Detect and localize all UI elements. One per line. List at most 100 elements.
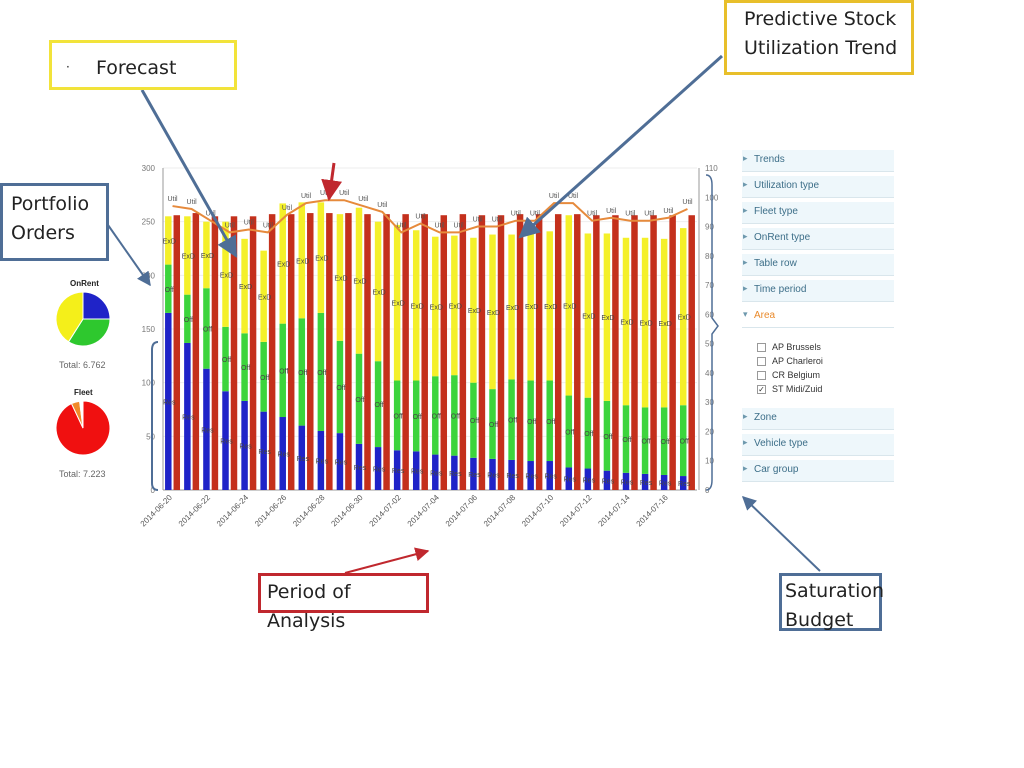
segment-label-off: Off <box>374 402 383 409</box>
bar-exd <box>393 224 401 381</box>
bar-exd <box>279 203 286 324</box>
area-option-ap-charleroi[interactable]: AP Charleroi <box>757 354 895 368</box>
pie-charts <box>55 291 111 456</box>
y-right-tick-label: 10 <box>705 457 714 466</box>
area-option-cr-belgium[interactable]: CR Belgium <box>757 368 895 382</box>
bar-stock <box>535 214 543 491</box>
bar-exd <box>470 237 477 383</box>
segment-label-off: Off <box>317 370 326 377</box>
bar-stock <box>631 215 638 490</box>
filter-fleet-type[interactable]: ▸ Fleet type <box>742 202 894 224</box>
chevron-right-icon: ▸ <box>743 257 748 267</box>
portfolio-orders-arrow <box>107 224 151 287</box>
segment-label-res: Res <box>468 472 481 479</box>
filter-trends[interactable]: ▸ Trends <box>742 150 894 172</box>
filter-zone[interactable]: ▸ Zone <box>742 408 894 430</box>
checkbox[interactable] <box>757 370 766 380</box>
period-analysis-callout-text: Period of Analysis <box>267 581 351 632</box>
bar-res <box>317 430 325 490</box>
x-tick-label: 2014-06-26 <box>253 493 289 529</box>
segment-label-exd: ExD <box>163 238 176 245</box>
left-brace <box>151 341 159 491</box>
util-label: Util <box>434 222 445 229</box>
filter-utilization-type[interactable]: ▸ Utilization type <box>742 176 894 198</box>
bar-off <box>355 353 363 444</box>
segment-label-off: Off <box>222 357 231 364</box>
predictive-trend-callout-text: Predictive Stock Utilization Trend <box>744 8 898 59</box>
area-options: AP Brussels AP Charleroi CR Belgium ✓ ST … <box>757 340 895 396</box>
checkbox[interactable] <box>757 342 766 352</box>
filter-table-row[interactable]: ▸ Table row <box>742 254 894 276</box>
bar-exd <box>641 237 649 408</box>
segment-label-off: Off <box>470 418 479 425</box>
segment-label-off: Off <box>203 326 212 333</box>
bar-off <box>489 389 496 459</box>
filter-area[interactable]: ▾ Area <box>742 306 894 328</box>
segment-label-res: Res <box>335 460 348 467</box>
util-label: Util <box>263 222 274 229</box>
segment-label-off: Off <box>260 375 269 382</box>
checkbox-checked[interactable]: ✓ <box>757 384 766 394</box>
segment-label-res: Res <box>392 468 405 475</box>
segment-label-res: Res <box>487 472 500 479</box>
segment-label-res: Res <box>220 439 233 446</box>
filter-time-period[interactable]: ▸ Time period <box>742 280 894 302</box>
segment-label-off: Off <box>413 414 422 421</box>
segment-label-exd: ExD <box>525 304 538 311</box>
filter-car-group[interactable]: ▸ Car group <box>742 460 894 482</box>
segment-label-res: Res <box>163 399 176 406</box>
util-label: Util <box>587 211 598 218</box>
segment-label-exd: ExD <box>639 321 652 328</box>
bar-exd <box>603 233 611 401</box>
bar-off <box>584 397 592 469</box>
bar-off <box>298 318 306 426</box>
bar-res <box>489 458 496 490</box>
checkbox[interactable] <box>757 356 766 366</box>
bar-stock <box>345 213 352 490</box>
y-left-tick-label: 300 <box>142 164 156 173</box>
bar-exd <box>679 228 687 406</box>
util-label: Util <box>663 208 674 215</box>
area-option-st-midi-zuid[interactable]: ✓ ST Midi/Zuid <box>757 384 823 394</box>
bar-res <box>603 470 611 490</box>
y-right-tick-label: 80 <box>705 252 714 261</box>
bar-exd <box>412 230 420 381</box>
bar-res <box>393 450 401 490</box>
filter-vehicle-type[interactable]: ▸ Vehicle type <box>742 434 894 456</box>
util-label: Util <box>339 190 350 197</box>
bar-off <box>508 379 515 460</box>
bar-res <box>679 476 687 490</box>
segment-label-res: Res <box>297 456 310 463</box>
bar-res <box>279 417 286 490</box>
util-label: Util <box>415 214 426 221</box>
segment-label-res: Res <box>411 469 424 476</box>
x-tick-label: 2014-07-06 <box>444 493 480 529</box>
bar-stock <box>516 214 524 491</box>
x-tick-label: 2014-07-04 <box>406 493 442 529</box>
bar-stock <box>669 215 676 490</box>
segment-label-exd: ExD <box>258 294 271 301</box>
area-option-ap-brussels[interactable]: AP Brussels <box>757 340 895 354</box>
bar-exd <box>660 238 668 408</box>
x-tick-label: 2014-07-10 <box>520 493 556 529</box>
bar-exd <box>184 216 191 295</box>
segment-label-off: Off <box>565 430 574 437</box>
bar-off <box>317 312 325 431</box>
segment-label-exd: ExD <box>201 253 214 260</box>
bar-res <box>584 468 592 490</box>
segment-label-exd: ExD <box>372 289 385 296</box>
bar-stock <box>459 214 467 491</box>
segment-label-res: Res <box>316 458 329 465</box>
segment-label-exd: ExD <box>334 275 347 282</box>
x-tick-label: 2014-06-24 <box>215 493 251 529</box>
segment-label-exd: ExD <box>601 315 614 322</box>
bar-res <box>508 459 515 490</box>
bar-res <box>641 473 649 490</box>
filter-onrent-type[interactable]: ▸ OnRent type <box>742 228 894 250</box>
bar-off <box>412 380 420 452</box>
bar-res <box>184 342 191 490</box>
saturation-budget-callout: Saturation Budget <box>779 573 884 631</box>
y-right-tick-label: 40 <box>705 369 714 378</box>
bar-stock <box>497 215 505 490</box>
segment-label-off: Off <box>355 397 364 404</box>
